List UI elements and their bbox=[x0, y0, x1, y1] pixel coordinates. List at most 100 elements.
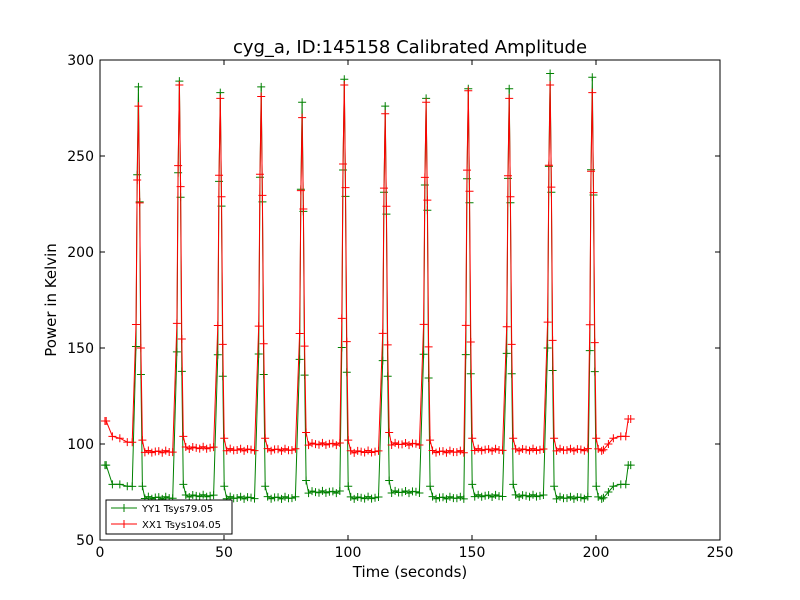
data-point-marker bbox=[385, 428, 394, 437]
data-point-marker bbox=[374, 446, 383, 455]
data-point-marker bbox=[371, 493, 380, 502]
data-point-marker bbox=[415, 488, 424, 497]
data-point-marker bbox=[206, 443, 215, 452]
data-point-marker bbox=[491, 490, 500, 499]
data-point-marker bbox=[477, 446, 486, 455]
data-point-marker bbox=[243, 445, 252, 454]
data-point-marker bbox=[509, 434, 518, 443]
data-point-marker bbox=[468, 434, 477, 443]
data-point-marker bbox=[398, 440, 407, 449]
y-tick-label: 300 bbox=[67, 53, 94, 69]
data-point-marker bbox=[175, 80, 184, 89]
data-point-marker bbox=[428, 446, 437, 455]
data-point-marker bbox=[532, 492, 541, 501]
data-point-marker bbox=[172, 347, 181, 356]
data-point-marker bbox=[459, 448, 468, 457]
data-point-marker bbox=[488, 492, 497, 501]
data-point-marker bbox=[426, 436, 435, 445]
legend-box bbox=[105, 499, 233, 535]
data-point-marker bbox=[233, 446, 242, 455]
data-point-marker bbox=[108, 480, 117, 489]
data-point-marker bbox=[470, 446, 479, 455]
data-point-marker bbox=[218, 340, 227, 349]
data-point-marker bbox=[544, 161, 553, 170]
data-point-marker bbox=[257, 92, 266, 101]
data-point-marker bbox=[621, 480, 630, 489]
data-point-marker bbox=[108, 432, 117, 441]
series-0 bbox=[100, 69, 635, 503]
data-point-marker bbox=[308, 439, 317, 448]
data-point-marker bbox=[342, 337, 351, 346]
data-point-marker bbox=[134, 82, 143, 91]
data-point-marker bbox=[438, 447, 447, 456]
data-point-marker bbox=[131, 342, 140, 351]
data-point-marker bbox=[405, 441, 414, 450]
data-point-marker bbox=[498, 446, 507, 455]
data-point-marker bbox=[576, 445, 585, 454]
x-tick-label: 200 bbox=[583, 545, 610, 561]
data-point-marker bbox=[176, 182, 185, 191]
data-point-marker bbox=[432, 494, 441, 503]
data-point-marker bbox=[428, 492, 437, 501]
y-tick-label: 250 bbox=[67, 149, 94, 165]
data-point-marker bbox=[503, 171, 512, 180]
data-point-marker bbox=[281, 492, 290, 501]
data-point-marker bbox=[206, 491, 215, 500]
data-point-marker bbox=[378, 329, 387, 338]
data-point-marker bbox=[470, 492, 479, 501]
data-point-marker bbox=[181, 442, 190, 451]
data-point-marker bbox=[179, 432, 188, 441]
data-point-marker bbox=[481, 491, 490, 500]
data-point-marker bbox=[626, 461, 635, 470]
data-point-marker bbox=[477, 492, 486, 501]
data-point-marker bbox=[300, 342, 309, 351]
plot-area bbox=[99, 59, 721, 541]
data-point-marker bbox=[339, 159, 348, 168]
data-point-marker bbox=[588, 88, 597, 97]
data-point-marker bbox=[597, 446, 606, 455]
data-point-marker bbox=[411, 487, 420, 496]
data-point-marker bbox=[138, 482, 147, 491]
data-point-marker bbox=[401, 487, 410, 496]
data-point-marker bbox=[341, 183, 350, 192]
data-point-marker bbox=[240, 494, 249, 503]
data-point-marker bbox=[332, 441, 341, 450]
data-point-marker bbox=[195, 444, 204, 453]
data-point-marker bbox=[263, 492, 272, 501]
data-point-marker bbox=[261, 482, 270, 491]
data-point-marker bbox=[181, 490, 190, 499]
data-point-marker bbox=[215, 171, 224, 180]
data-point-marker bbox=[304, 489, 313, 498]
data-point-marker bbox=[594, 492, 603, 501]
data-point-marker bbox=[580, 494, 589, 503]
data-point-marker bbox=[419, 320, 428, 329]
data-point-marker bbox=[257, 82, 266, 91]
data-point-marker bbox=[353, 446, 362, 455]
data-point-marker bbox=[539, 444, 548, 453]
data-point-marker bbox=[518, 491, 527, 500]
data-point-marker bbox=[168, 448, 177, 457]
data-point-marker bbox=[250, 446, 259, 455]
data-point-marker bbox=[535, 491, 544, 500]
data-point-marker bbox=[332, 489, 341, 498]
data-point-marker bbox=[144, 492, 153, 501]
data-point-marker bbox=[522, 445, 531, 454]
data-point-marker bbox=[562, 446, 571, 455]
data-point-marker bbox=[318, 438, 327, 447]
legend-label-yy1: YY1 Tsys79.05 bbox=[141, 504, 213, 515]
x-tick-label: 100 bbox=[335, 545, 362, 561]
data-point-marker bbox=[318, 486, 327, 495]
data-point-marker bbox=[350, 448, 359, 457]
data-point-marker bbox=[583, 492, 592, 501]
data-point-marker bbox=[548, 336, 557, 345]
data-point-marker bbox=[379, 184, 388, 193]
data-point-marker bbox=[585, 320, 594, 329]
data-point-marker bbox=[511, 444, 520, 453]
data-point-marker bbox=[128, 438, 137, 447]
data-point-marker bbox=[220, 482, 229, 491]
data-point-marker bbox=[140, 448, 149, 457]
data-point-marker bbox=[364, 446, 373, 455]
data-point-marker bbox=[259, 339, 268, 348]
data-point-marker bbox=[267, 494, 276, 503]
